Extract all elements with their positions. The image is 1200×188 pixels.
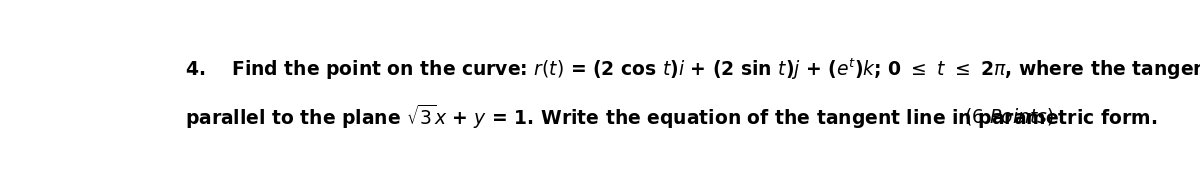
Text: $(6\ \mathit{Points})$: $(6\ \mathit{Points})$ <box>964 106 1054 127</box>
Text: parallel to the plane $\sqrt{3}x$ + $y$ = 1. Write the equation of the tangent l: parallel to the plane $\sqrt{3}x$ + $y$ … <box>185 103 1158 131</box>
Text: 4.    Find the point on the curve: $r(t)$ = (2 cos $t$)$i$ + (2 sin $t$)$j$ + ($: 4. Find the point on the curve: $r(t)$ =… <box>185 56 1200 82</box>
